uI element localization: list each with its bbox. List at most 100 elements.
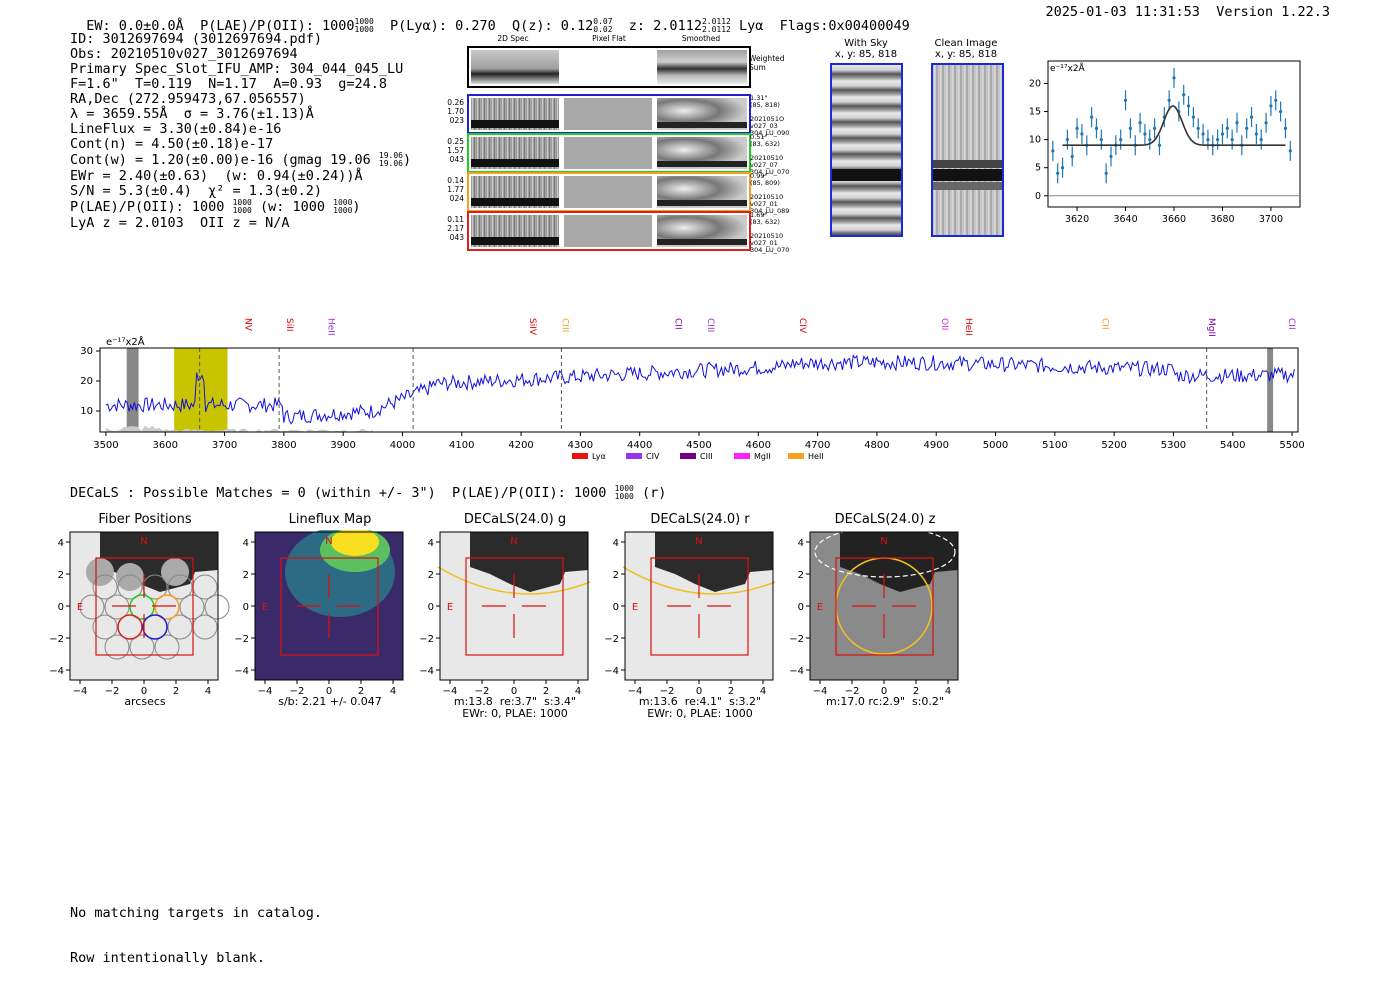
line-marker-label: CII: [1286, 318, 1296, 330]
line-marker-label: HeII: [963, 318, 973, 336]
zoom-data-point: [1220, 132, 1225, 136]
line-marker-label: CIII: [560, 318, 570, 332]
panel-y-tick-label: 4: [798, 538, 804, 549]
footer-line2: Row intentionally blank.: [70, 950, 266, 966]
legend-swatch: [788, 453, 804, 459]
zoom-data-point: [1148, 138, 1152, 142]
north-label: N: [695, 536, 702, 547]
fiber-circle: [117, 574, 143, 600]
zoom-x-tick-label: 3680: [1210, 214, 1234, 225]
zoom-x-tick-label: 3700: [1259, 214, 1283, 225]
info-ewr: EWr = 2.40(±0.63) (w: 0.94(±0.24))Å: [70, 168, 363, 184]
panel-y-tick-label: 2: [613, 570, 619, 581]
timestamp-version: 2025-01-03 11:31:53 Version 1.22.3: [1046, 4, 1331, 20]
panel-x-tick-label: 0: [696, 686, 702, 697]
zoom-data-point: [1196, 126, 1200, 130]
line-marker-label: SiII: [284, 318, 294, 332]
search-box: [650, 557, 749, 656]
panel-title: Lineflux Map: [288, 512, 372, 527]
east-label: E: [77, 602, 83, 613]
panel-x-tick-label: −4: [73, 686, 88, 697]
spectrum-x-tick-label: 4400: [627, 440, 652, 451]
panel-x-tick-label: 4: [205, 686, 211, 697]
panel-image: N E −4 −2 0 2 4 4 2 0 −2 −4: [420, 531, 591, 697]
east-label: E: [262, 602, 268, 613]
spectrum-x-tick-label: 3600: [153, 440, 178, 451]
spec2d-panel: 2D Spec Pixel Flat Smoothed Weighted Sum…: [440, 32, 800, 254]
spectrum-x-tick-label: 4600: [746, 440, 771, 451]
lineflux-peak: [331, 530, 379, 556]
panel-title: Fiber Positions: [98, 512, 192, 527]
footer-note: No matching targets in catalog. Row inte…: [70, 876, 322, 981]
zoom-data-point: [1138, 121, 1142, 125]
panel-y-tick-label: −2: [790, 634, 804, 645]
col-2dspec: 2D Spec: [497, 34, 529, 43]
zoom-data-point: [1279, 109, 1283, 114]
north-label: N: [325, 536, 332, 547]
fiber-circle-red: [117, 614, 143, 640]
source-halo: [116, 563, 144, 591]
col-pixelflat: Pixel Flat: [592, 34, 626, 43]
panel-x-tick-label: 0: [881, 686, 887, 697]
info-radec: RA,Dec (272.959473,67.056557): [70, 91, 306, 107]
decals-summary: DECaLS : Possible Matches = 0 (within +/…: [70, 484, 667, 502]
spectrum-line: [105, 354, 1295, 425]
masked-region: [126, 348, 139, 432]
panel-y-tick-label: 0: [58, 602, 64, 613]
spectrum-axes-frame: [99, 347, 1299, 433]
panel-title: DECaLS(24.0) r: [650, 512, 750, 527]
zoom-gaussian-fit: [1062, 105, 1286, 146]
panel-x-tick-label: 4: [760, 686, 766, 697]
line-marker-label: HeII: [325, 318, 335, 336]
panel-x-tick-label: 2: [173, 686, 179, 697]
line-marker-label: SiIV: [527, 318, 537, 336]
panel-y-tick-label: −2: [605, 634, 619, 645]
zoom-data-point: [1216, 138, 1220, 142]
qz-range: 0.07 0.02: [593, 17, 613, 34]
zoom-data-point: [1094, 126, 1099, 130]
weighted-sum-label: Weighted Sum: [749, 54, 785, 72]
panel-subtitle: m:17.0 rc:2.9" s:0.2": [826, 695, 944, 708]
legend-label: Lyα: [592, 452, 606, 461]
fiber-circle: [167, 614, 193, 640]
panel-y-tick-label: 2: [428, 570, 434, 581]
zoom-data-point: [1230, 138, 1234, 142]
panel-x-tick-label: −2: [660, 686, 675, 697]
flags-value: Flags:0x00400049: [779, 18, 910, 34]
panel-y-tick-label: −4: [235, 666, 249, 677]
line-marker-label: NV: [242, 318, 252, 332]
stamp-right-label: 0.99" (85, 809) 20210510 v027_01 304_LU_…: [750, 172, 790, 215]
panel-x-tick-label: −2: [290, 686, 305, 697]
zoom-data-point: [1182, 93, 1186, 97]
header-line: EW: 0.0±0.0Å P(LAE)/P(OII): 10001000 1000…: [70, 2, 910, 35]
line-marker-label: CII: [672, 318, 682, 330]
qz-value: Q(z): 0.12: [511, 18, 594, 34]
stamp-smoothed: [657, 98, 747, 130]
fiber-circle: [142, 574, 168, 600]
stamp-2dspec: [471, 215, 559, 247]
cutout-panel: DECaLS(24.0) z N E −4 −2 0 2 4 4 2 0 −2 −4 m:17.0 rc:…: [790, 512, 975, 727]
zoom-data-point: [1259, 138, 1263, 142]
cutout-panel: DECaLS(24.0) g N E −4 −2 0 2 4 4 2 0 −2 −4 m:13.8 re:…: [420, 512, 605, 727]
cutout-panel: Lineflux Map N E −4 −2 0 2 4 4 2 0 −2 −4 s/b: 2.21 +/…: [235, 512, 420, 727]
panel-y-tick-label: 0: [243, 602, 249, 613]
panel-y-tick-label: 2: [798, 570, 804, 581]
fiber-circle: [79, 594, 105, 620]
stamp-right-label: 1.31" (85, 818) 2021051O v027_03 304_LU_…: [750, 94, 790, 137]
stamp-row: [467, 94, 751, 134]
legend-label: CIV: [646, 452, 660, 461]
panel-x-tick-label: 0: [326, 686, 332, 697]
zoom-data-point: [1283, 126, 1288, 130]
panel-x-tick-label: −4: [443, 686, 458, 697]
panel-y-tick-label: −2: [50, 634, 64, 645]
spectrum-y-tick-label: 10: [80, 406, 93, 417]
zoom-x-tick-label: 3660: [1162, 214, 1186, 225]
bright-source: [840, 532, 958, 592]
panel-x-tick-label: −4: [258, 686, 273, 697]
panel-y-tick-label: 2: [58, 570, 64, 581]
source-halo: [161, 558, 189, 586]
panel-image: N E −4 −2 0 2 4 4 2 0 −2 −4: [790, 530, 959, 697]
col-smoothed: Smoothed: [681, 34, 721, 43]
panel-x-tick-label: 4: [945, 686, 951, 697]
zoom-y-tick-label: 10: [1029, 135, 1041, 146]
